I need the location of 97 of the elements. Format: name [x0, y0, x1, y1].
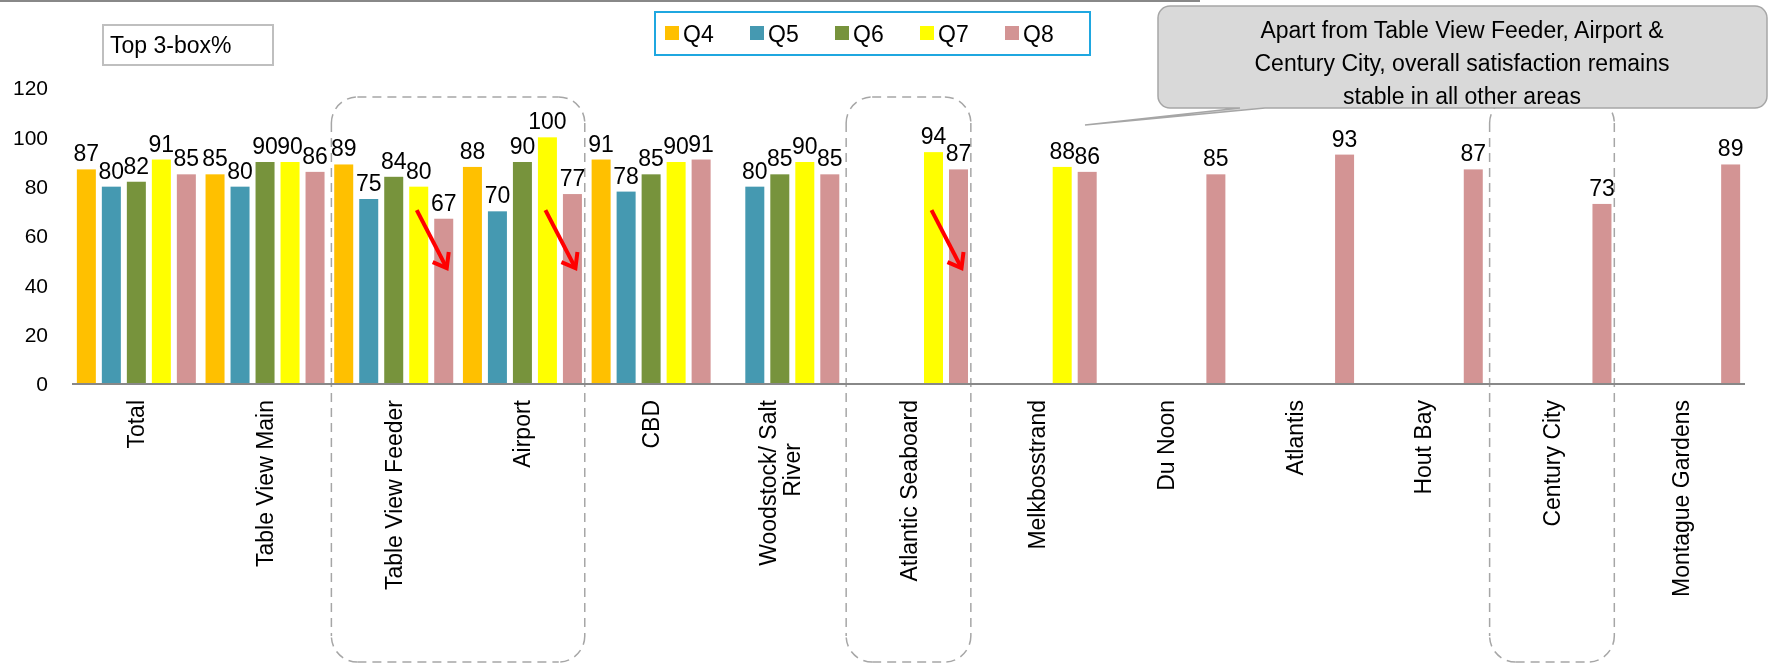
data-label: 86: [302, 142, 328, 169]
data-label: 80: [227, 157, 253, 184]
y-tick-label: 40: [24, 273, 48, 297]
bar: [101, 186, 121, 384]
bar: [745, 186, 765, 384]
data-label: 85: [817, 145, 843, 172]
data-label: 89: [330, 135, 357, 162]
x-tick-label: Table View Feeder: [380, 399, 407, 591]
data-label: 82: [123, 152, 150, 179]
data-label: 85: [638, 145, 664, 172]
x-tick-label: CBD: [638, 400, 665, 449]
bar: [1335, 154, 1355, 384]
data-label: 84: [380, 147, 407, 174]
bar: [795, 162, 815, 384]
data-label: 80: [405, 157, 432, 184]
data-label: 85: [767, 145, 793, 172]
data-label: 91: [148, 130, 175, 157]
data-label: 90: [792, 133, 818, 159]
bar: [384, 176, 404, 384]
bar: [230, 186, 250, 384]
bar: [616, 191, 636, 384]
x-tick-label: Total: [123, 400, 150, 449]
legend-label: Q7: [938, 21, 969, 48]
bar: [1206, 174, 1226, 384]
bar: [359, 199, 379, 384]
x-tick-label: Woodstock/ Salt River: [754, 399, 805, 566]
bar: [205, 174, 225, 384]
x-tick-label: Melkbosstrand: [1024, 400, 1051, 550]
bar: [151, 159, 171, 384]
data-label: 85: [173, 145, 200, 172]
y-tick-label: 0: [36, 372, 48, 396]
data-label: 78: [613, 162, 639, 189]
y-tick-label: 80: [24, 175, 48, 199]
bar: [305, 171, 325, 384]
data-label: 94: [920, 123, 947, 150]
bar: [334, 164, 354, 384]
bar: [1463, 169, 1483, 384]
data-label: 88: [459, 137, 486, 164]
legend-label: Q5: [768, 21, 799, 48]
data-label: 86: [1074, 142, 1100, 169]
x-tick-label: Hout Bay: [1410, 399, 1437, 495]
text: Top 3-box%: [110, 32, 232, 59]
data-label: 87: [73, 140, 100, 167]
x-tick-label: Century City: [1538, 399, 1565, 527]
data-label: 77: [559, 165, 586, 192]
data-label: 80: [742, 157, 768, 184]
bar: [76, 169, 96, 384]
data-label: 87: [945, 140, 972, 167]
bar: [1592, 203, 1612, 384]
y-tick-label: 100: [12, 125, 48, 149]
data-label: 89: [1717, 135, 1744, 162]
bar: [1052, 166, 1072, 384]
bar: [820, 174, 840, 384]
data-label: 70: [484, 182, 511, 209]
bar: [126, 181, 146, 384]
x-tick-label: Du Noon: [1152, 400, 1179, 491]
bar: [280, 162, 300, 384]
data-label: 87: [1460, 140, 1487, 167]
x-tick-label: Atlantis: [1281, 400, 1308, 476]
data-label: 91: [588, 130, 614, 157]
legend-label: Q4: [683, 21, 714, 48]
data-label: 85: [1203, 145, 1229, 172]
bar: [666, 162, 686, 384]
legend-label: Q8: [1023, 21, 1054, 48]
data-label: 80: [98, 157, 125, 184]
data-label: 100: [528, 108, 567, 135]
data-label: 91: [688, 130, 714, 157]
y-tick-label: 60: [24, 224, 48, 248]
bar: [770, 174, 790, 384]
x-tick-label: Atlantic Seaboard: [895, 400, 922, 582]
x-tick-label: Montague Gardens: [1667, 400, 1694, 597]
bar: [641, 174, 661, 384]
data-label: 85: [202, 145, 228, 172]
bar: [462, 166, 482, 384]
data-label: 88: [1049, 137, 1075, 164]
data-label: 73: [1589, 174, 1615, 201]
data-label: 90: [663, 133, 689, 159]
data-label: 90: [277, 133, 303, 159]
data-label: 90: [509, 133, 536, 159]
bar: [487, 211, 507, 384]
bar: [255, 162, 275, 384]
data-label: 90: [252, 133, 278, 159]
bar: [691, 159, 711, 384]
data-label: 67: [430, 189, 457, 216]
legend-label: Q6: [853, 21, 884, 48]
x-tick-label: Airport: [509, 399, 536, 468]
y-tick-label: 120: [12, 76, 48, 100]
y-tick-label: 20: [24, 323, 48, 347]
data-label: 75: [355, 170, 382, 196]
bar: [176, 174, 196, 384]
bar: [1077, 171, 1097, 384]
bar: [1721, 164, 1741, 384]
data-label: 93: [1331, 125, 1358, 152]
bar: [512, 162, 532, 384]
annotation: Apart from Table View Feeder, Airport & Century City, overall satisfaction remains stable in all other areas: [1254, 17, 1670, 110]
x-tick-label: Table View Main: [252, 400, 279, 568]
bar: [591, 159, 611, 384]
